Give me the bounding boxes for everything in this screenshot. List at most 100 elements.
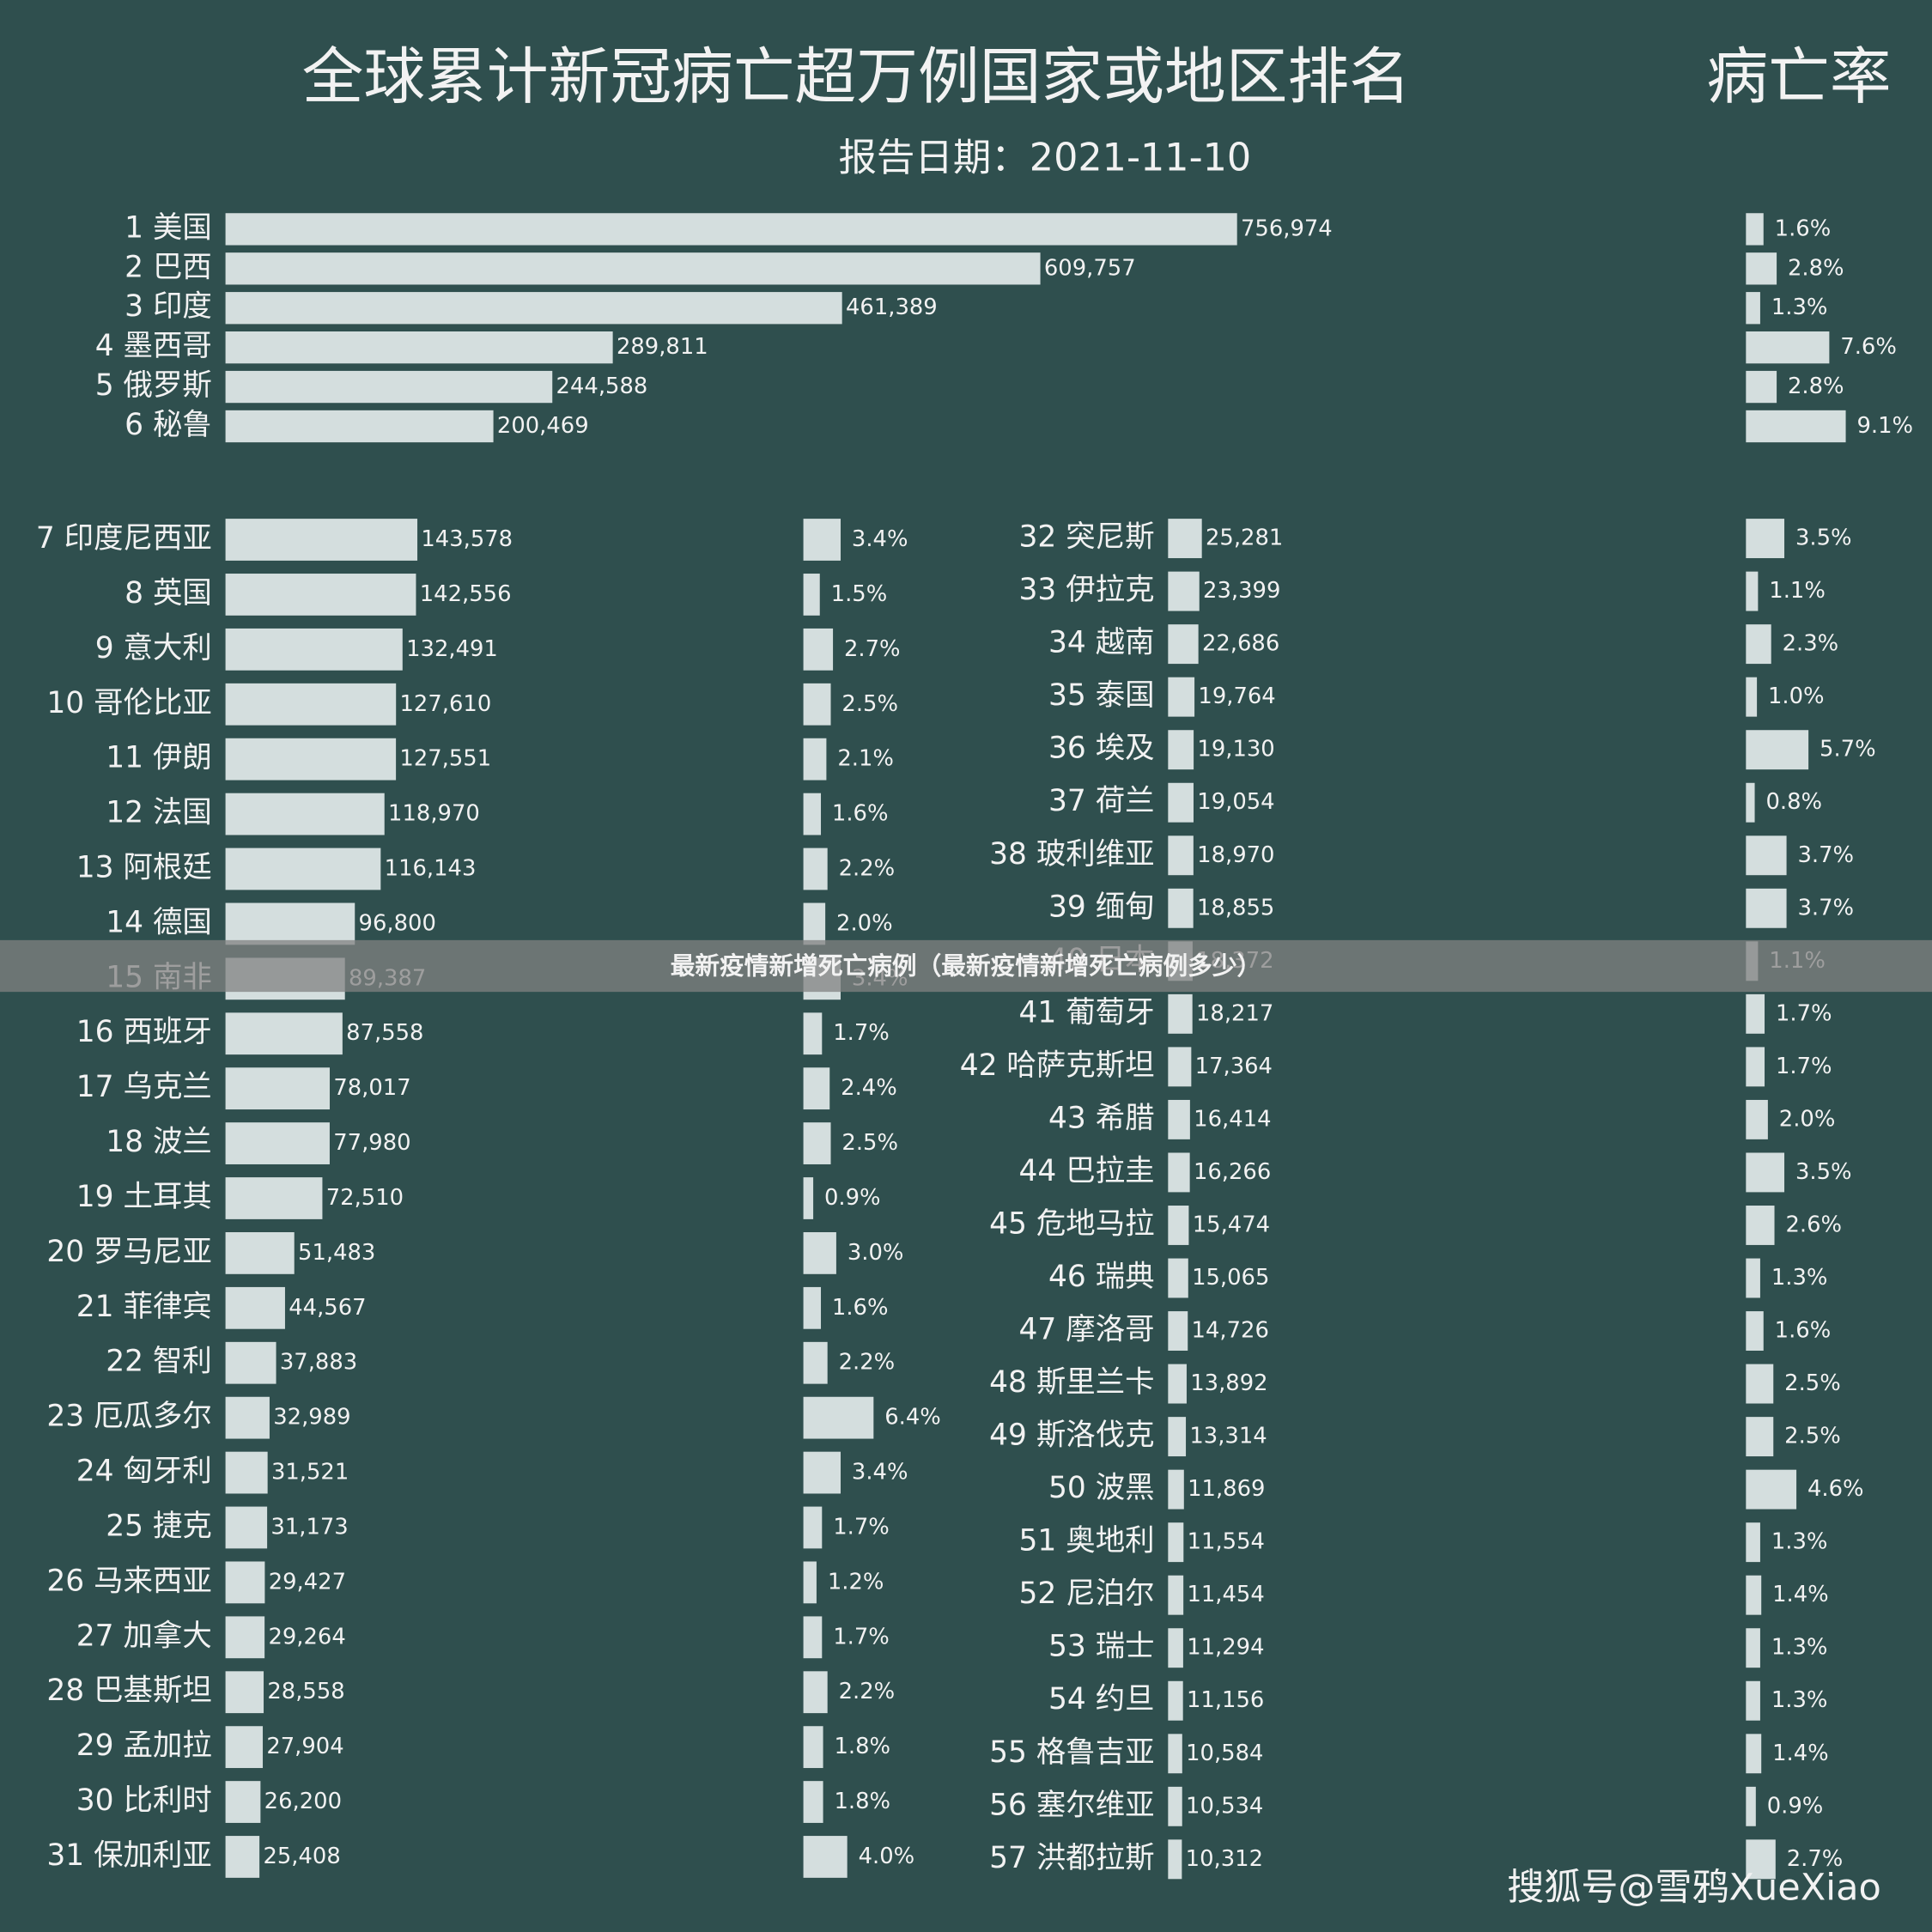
bar (225, 519, 418, 561)
rate-label: 1.3% (1771, 1687, 1828, 1713)
rate-label: 2.2% (839, 855, 896, 881)
category-label: 20 罗马尼亚 (46, 1235, 211, 1269)
value-label: 143,578 (421, 526, 513, 552)
rate-label: 1.6% (832, 801, 889, 827)
rate-bar (803, 519, 841, 561)
watermark: 搜狐号@雪鸦XueXiao (1507, 1867, 1881, 1910)
bar (225, 1232, 295, 1274)
category-label: 44 巴拉圭 (1019, 1154, 1155, 1188)
category-label: 9 意大利 (95, 631, 212, 665)
value-label: 22,686 (1202, 631, 1279, 657)
category-label: 47 摩洛哥 (1019, 1313, 1155, 1347)
value-label: 13,314 (1189, 1424, 1267, 1449)
bar (225, 1286, 285, 1329)
rate-label: 1.3% (1771, 1635, 1828, 1661)
rate-bar (803, 1396, 874, 1439)
rate-label: 1.3% (1771, 1265, 1828, 1291)
value-label: 28,558 (267, 1679, 344, 1704)
bar (1168, 624, 1199, 665)
bar (1168, 993, 1193, 1034)
rate-bar (1746, 1522, 1760, 1563)
bar (1168, 1099, 1190, 1139)
rate-label: 1.8% (834, 1734, 890, 1759)
bar (1168, 835, 1194, 876)
bar (225, 1012, 343, 1055)
rate-label: 1.3% (1771, 1529, 1828, 1555)
value-label: 16,414 (1194, 1106, 1271, 1132)
bar (225, 1781, 261, 1823)
bar (1168, 1047, 1192, 1087)
rate-bar (803, 738, 827, 781)
rate-bar (803, 902, 826, 945)
value-label: 18,970 (1197, 842, 1274, 868)
value-label: 29,427 (269, 1569, 346, 1595)
rate-label: 2.3% (1783, 631, 1839, 657)
rate-bar (1746, 1628, 1760, 1668)
rate-label: 0.9% (824, 1185, 881, 1211)
rate-label: 2.7% (1787, 1846, 1844, 1872)
value-label: 31,173 (270, 1514, 348, 1540)
rate-bar (1746, 782, 1755, 823)
bar (225, 574, 416, 616)
bar (1168, 730, 1194, 770)
category-label: 42 哈萨克斯坦 (960, 1048, 1155, 1083)
rate-bar (803, 1012, 823, 1055)
rate-bar (1746, 1469, 1797, 1510)
rate-label: 3.5% (1795, 1159, 1852, 1185)
rate-bar (803, 1232, 836, 1274)
value-label: 132,491 (406, 636, 498, 662)
rate-label: 3.7% (1797, 895, 1854, 920)
value-label: 23,399 (1203, 578, 1280, 604)
bar (1168, 1522, 1184, 1563)
bar (225, 1341, 276, 1384)
value-label: 19,054 (1197, 789, 1274, 815)
caption-band (0, 939, 1932, 993)
value-label: 10,584 (1186, 1741, 1263, 1766)
category-label: 45 危地马拉 (989, 1206, 1154, 1241)
value-label: 756,974 (1241, 216, 1333, 241)
value-label: 13,892 (1190, 1370, 1267, 1396)
rate-bar (1746, 888, 1787, 928)
rate-label: 1.6% (832, 1295, 889, 1321)
rate-bar (1746, 1839, 1776, 1880)
category-label: 10 哥伦比亚 (46, 686, 211, 720)
bar (1168, 1680, 1183, 1721)
rate-bar (803, 1451, 841, 1494)
category-label: 36 埃及 (1048, 732, 1155, 766)
rate-label: 3.5% (1795, 526, 1852, 551)
rate-bar (1746, 331, 1830, 364)
value-label: 27,904 (266, 1734, 343, 1759)
rate-bar (803, 1067, 830, 1110)
value-label: 116,143 (385, 855, 477, 881)
category-label: 52 尼泊尔 (1019, 1577, 1155, 1611)
category-label: 31 保加利亚 (46, 1838, 211, 1873)
value-label: 118,970 (388, 801, 480, 827)
bar (1168, 1575, 1184, 1615)
rate-label: 2.1% (837, 746, 894, 772)
bar (225, 1561, 265, 1604)
category-label: 38 玻利维亚 (989, 837, 1154, 872)
category-label: 50 波黑 (1048, 1471, 1155, 1505)
rate-label: 2.5% (1784, 1424, 1841, 1449)
category-label: 56 塞尔维亚 (989, 1788, 1154, 1822)
rate-label: 1.7% (1776, 1054, 1832, 1079)
rate-label: 2.0% (836, 910, 893, 936)
value-label: 25,281 (1206, 526, 1283, 551)
rate-bar (1746, 1047, 1765, 1087)
value-label: 609,757 (1044, 255, 1136, 281)
bar (225, 1451, 268, 1494)
rate-bar (803, 848, 828, 890)
bar (225, 1396, 270, 1439)
category-label: 27 加拿大 (76, 1619, 212, 1653)
category-label: 2 巴西 (125, 250, 212, 284)
category-label: 18 波兰 (106, 1125, 212, 1159)
category-label: 29 孟加拉 (76, 1728, 212, 1763)
category-label: 49 斯洛伐克 (989, 1419, 1154, 1453)
rate-bar (1746, 1258, 1760, 1298)
rate-label: 1.5% (831, 581, 888, 607)
category-label: 51 奥地利 (1019, 1524, 1155, 1558)
bar (225, 1177, 323, 1219)
category-label: 32 突尼斯 (1019, 520, 1155, 555)
category-label: 28 巴基斯坦 (46, 1674, 211, 1708)
value-label: 11,554 (1188, 1529, 1265, 1555)
